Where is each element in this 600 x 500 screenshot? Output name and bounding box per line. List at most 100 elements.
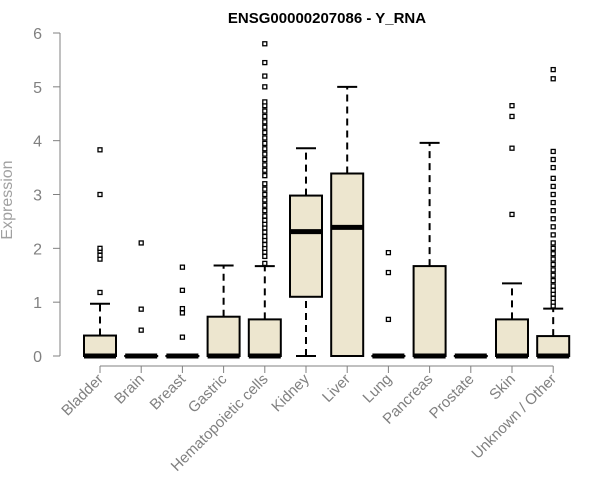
outlier-point <box>550 267 556 273</box>
x-tick-label: Brain <box>111 371 148 408</box>
outlier-point <box>97 252 103 258</box>
outlier-point <box>550 272 556 278</box>
outlier-point <box>262 197 268 203</box>
outlier-point <box>385 249 392 256</box>
y-tick-label: 2 <box>33 241 42 258</box>
outlier-point <box>179 334 186 340</box>
outlier-point <box>262 213 268 219</box>
outlier-point <box>550 261 556 268</box>
outlier-point <box>262 241 268 248</box>
box-hematopoietic-cells <box>247 41 282 359</box>
outlier-point <box>138 327 144 333</box>
outlier-point <box>550 283 556 289</box>
x-tick-label: Prostate <box>426 371 478 423</box>
outlier-point <box>262 156 268 163</box>
outlier-point <box>262 162 268 168</box>
box-bladder <box>83 147 117 359</box>
box-skin <box>495 103 529 359</box>
outlier-point <box>550 240 556 246</box>
outlier-point <box>262 129 268 136</box>
box-body <box>412 265 447 357</box>
outlier-point <box>509 103 515 109</box>
outlier-point <box>262 84 268 90</box>
box-body <box>247 318 282 358</box>
outlier-point <box>97 147 103 153</box>
y-tick-label: 1 <box>33 295 42 312</box>
outlier-point <box>262 233 268 240</box>
outlier-point <box>179 264 186 270</box>
outlier-point <box>262 119 268 125</box>
box-unknown-other <box>536 66 571 359</box>
outlier-point <box>550 216 556 222</box>
outlier-point <box>550 232 556 238</box>
outlier-point <box>509 211 515 218</box>
box-body <box>330 172 365 357</box>
box-body <box>206 315 241 357</box>
y-axis: 0 1 2 3 4 5 6 <box>33 26 61 366</box>
outlier-point <box>262 59 268 66</box>
outlier-point <box>550 164 556 171</box>
outlier-point <box>385 269 392 276</box>
outlier-point <box>550 183 556 190</box>
outlier-point <box>262 135 268 141</box>
outlier-point <box>97 245 103 251</box>
x-tick-label: Skin <box>486 371 519 404</box>
outlier-point <box>262 167 268 173</box>
outlier-point <box>385 316 392 323</box>
x-tick-label: Kidney <box>268 370 313 415</box>
outlier-point <box>550 256 556 262</box>
outlier-point <box>509 113 515 120</box>
outlier-point <box>550 191 556 198</box>
outlier-point <box>262 151 268 157</box>
box-body <box>495 318 529 358</box>
outlier-point <box>138 306 144 312</box>
outlier-point <box>179 305 186 312</box>
outlier-point <box>262 191 268 198</box>
outlier-point <box>262 207 268 214</box>
outlier-point <box>550 175 556 182</box>
outlier-point <box>550 66 556 73</box>
outlier-point <box>179 310 186 316</box>
outlier-point <box>550 251 556 257</box>
y-tick-label: 5 <box>33 80 42 97</box>
outlier-point <box>262 140 268 147</box>
outlier-point <box>550 277 556 284</box>
outlier-point <box>550 156 556 163</box>
outlier-point <box>262 260 268 267</box>
outlier-point <box>97 289 103 296</box>
y-tick-label: 3 <box>33 188 42 205</box>
x-tick-label: Bladder <box>58 371 107 420</box>
x-tick-label: Breast <box>147 370 190 413</box>
outlier-point <box>262 124 268 130</box>
box-brain <box>124 240 159 359</box>
y-tick-label: 6 <box>33 26 42 43</box>
outlier-point <box>262 186 268 192</box>
outlier-point <box>97 191 103 198</box>
outlier-point <box>550 245 556 251</box>
outlier-point <box>138 240 144 246</box>
outlier-point <box>262 73 268 79</box>
outlier-point <box>550 199 556 206</box>
y-axis-label: Expression <box>0 160 16 239</box>
outlier-point <box>262 229 268 235</box>
outlier-point <box>262 181 268 187</box>
y-tick-label: 4 <box>33 134 42 151</box>
outlier-point <box>262 41 268 47</box>
outlier-point <box>550 207 556 214</box>
box-body <box>83 334 117 358</box>
box-body <box>289 194 323 298</box>
outlier-point <box>262 99 268 105</box>
outlier-point <box>509 145 515 151</box>
box-gastric <box>206 264 241 359</box>
outlier-point <box>262 146 268 152</box>
box-liver <box>330 85 365 357</box>
x-tick-label: Lung <box>360 371 396 407</box>
y-tick-label: 0 <box>33 349 42 366</box>
outlier-point <box>262 108 268 114</box>
outlier-point <box>262 173 268 179</box>
outlier-point <box>550 148 556 155</box>
box-kidney <box>289 147 323 357</box>
box-breast <box>165 264 200 359</box>
